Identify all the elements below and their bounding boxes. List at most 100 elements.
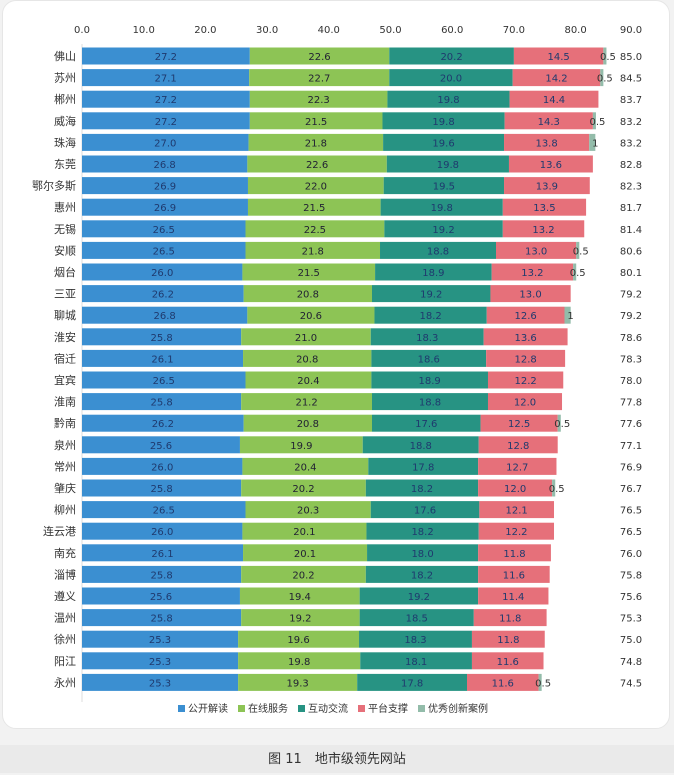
data-label: 19.8 xyxy=(437,95,459,106)
data-label: 20.8 xyxy=(296,354,318,365)
data-label: 12.7 xyxy=(506,462,528,473)
total-label: 74.5 xyxy=(620,678,642,689)
data-label: 27.1 xyxy=(154,74,176,85)
bar-segment xyxy=(368,457,479,475)
total-label: 80.1 xyxy=(620,268,642,279)
bar-segment xyxy=(241,565,366,583)
bar-segment xyxy=(249,90,388,108)
bar-segment xyxy=(478,479,553,497)
category-label: 东莞 xyxy=(54,158,76,171)
data-label: 22.0 xyxy=(305,182,327,193)
bar-segment xyxy=(487,371,564,389)
data-label: 12.0 xyxy=(504,484,526,495)
total-label: 77.1 xyxy=(620,441,642,452)
data-label: 13.2 xyxy=(532,225,554,236)
data-label: 1 xyxy=(592,138,598,149)
category-label: 宜宾 xyxy=(54,373,76,387)
category-label: 连云港 xyxy=(43,525,76,538)
total-label: 75.8 xyxy=(620,570,642,581)
data-label: 27.2 xyxy=(155,52,177,63)
bar-segment xyxy=(467,673,539,691)
bar-segment xyxy=(82,155,248,173)
data-label: 13.0 xyxy=(525,246,547,257)
data-label: 11.6 xyxy=(497,657,519,668)
total-label: 82.8 xyxy=(620,160,642,171)
data-label: 25.8 xyxy=(150,333,172,344)
data-label: 26.8 xyxy=(154,160,176,171)
data-label: 21.8 xyxy=(305,138,327,149)
x-tick-label: 0.0 xyxy=(74,25,90,36)
category-label: 苏州 xyxy=(54,72,76,85)
bar-segment xyxy=(383,177,505,195)
data-label: 26.2 xyxy=(152,419,174,430)
bar-segment xyxy=(389,47,514,65)
bar-segment xyxy=(471,652,544,670)
category-label: 柳州 xyxy=(54,503,76,517)
bar-segment xyxy=(576,241,580,259)
bar-segment xyxy=(247,306,375,324)
bar-segment xyxy=(512,69,601,87)
bar-segment xyxy=(82,565,242,583)
bar-segment xyxy=(478,436,558,454)
bar-segment xyxy=(389,69,513,87)
bar-segment xyxy=(384,220,503,238)
x-tick-label: 10.0 xyxy=(133,25,155,36)
category-label: 郴州 xyxy=(54,92,76,106)
bar-segment xyxy=(374,306,487,324)
data-label: 19.2 xyxy=(432,225,454,236)
bar-segment xyxy=(573,263,577,281)
data-label: 25.8 xyxy=(150,398,172,409)
bar-segment xyxy=(82,393,242,411)
bar-segment xyxy=(359,630,472,648)
data-label: 11.8 xyxy=(497,635,519,646)
bar-segment xyxy=(478,522,555,540)
data-label: 18.6 xyxy=(418,354,440,365)
data-label: 26.0 xyxy=(151,527,173,538)
bar-segment xyxy=(552,479,556,497)
bar-segment xyxy=(82,112,250,130)
bar-segment xyxy=(82,220,246,238)
bar-segment xyxy=(490,285,571,303)
bar-segment xyxy=(365,479,479,497)
bar-segment xyxy=(238,673,358,691)
total-label: 79.2 xyxy=(620,311,642,322)
bar-segment xyxy=(82,241,246,259)
data-label: 0.5 xyxy=(589,117,605,128)
category-label: 黔南 xyxy=(54,416,76,430)
data-label: 0.5 xyxy=(549,484,565,495)
data-label: 0.5 xyxy=(570,268,586,279)
total-label: 83.7 xyxy=(620,95,642,106)
legend-swatch xyxy=(298,705,305,712)
bar-segment xyxy=(243,414,372,432)
data-label: 20.2 xyxy=(292,484,314,495)
total-label: 81.4 xyxy=(620,225,642,236)
bar-segment xyxy=(491,263,574,281)
data-label: 17.6 xyxy=(415,419,437,430)
data-label: 22.6 xyxy=(308,52,330,63)
data-label: 25.3 xyxy=(149,635,171,646)
bar-segment xyxy=(371,371,488,389)
x-tick-label: 20.0 xyxy=(194,25,216,36)
data-label: 21.2 xyxy=(295,398,317,409)
data-label: 17.6 xyxy=(414,506,436,517)
data-label: 18.8 xyxy=(410,441,432,452)
bar-segment xyxy=(82,587,240,605)
x-tick-label: 30.0 xyxy=(256,25,278,36)
data-label: 25.3 xyxy=(149,678,171,689)
data-label: 14.3 xyxy=(538,117,560,128)
data-label: 26.5 xyxy=(153,376,175,387)
category-label: 泉州 xyxy=(54,438,76,452)
category-label: 淮安 xyxy=(54,330,76,344)
bar-segment xyxy=(508,155,593,173)
data-label: 21.5 xyxy=(305,117,327,128)
bar-segment xyxy=(82,544,244,562)
data-label: 12.2 xyxy=(505,527,527,538)
category-label: 温州 xyxy=(54,612,76,625)
data-label: 18.1 xyxy=(405,657,427,668)
bar-segment xyxy=(603,47,607,65)
bar-segment xyxy=(249,47,390,65)
data-label: 25.8 xyxy=(150,614,172,625)
data-label: 18.0 xyxy=(411,549,433,560)
category-label: 惠州 xyxy=(54,200,76,214)
bar-segment xyxy=(82,198,248,216)
